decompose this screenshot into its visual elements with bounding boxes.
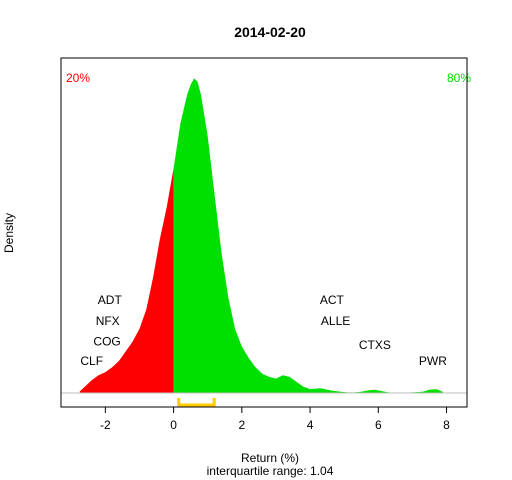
ticker-label: CLF xyxy=(80,354,103,368)
x-tick-label: 8 xyxy=(443,418,450,432)
density-area-below-split xyxy=(79,168,174,393)
ticker-label: ALLE xyxy=(321,314,350,328)
x-axis-label: Return (%) xyxy=(241,451,299,465)
x-tick-label: -2 xyxy=(100,418,111,432)
ticker-label: CTXS xyxy=(359,338,391,352)
x-axis: -2 0 2 4 6 8 xyxy=(100,407,450,432)
chart-title: 2014-02-20 xyxy=(234,24,306,40)
ticker-label: ADT xyxy=(98,293,123,307)
left-percent-label: 20% xyxy=(66,71,90,85)
density-area xyxy=(79,78,444,394)
ticker-label: ACT xyxy=(320,293,345,307)
x-tick-label: 0 xyxy=(170,418,177,432)
iqr-bracket xyxy=(177,398,216,407)
y-axis-label: Density xyxy=(2,213,16,253)
iqr-subtitle: interquartile range: 1.04 xyxy=(207,464,334,478)
ticker-label: NFX xyxy=(96,314,120,328)
density-area-above-split xyxy=(173,78,444,394)
ticker-label: COG xyxy=(93,335,120,349)
plot-frame xyxy=(60,57,468,408)
x-tick-label: 4 xyxy=(307,418,314,432)
ticker-label: PWR xyxy=(419,354,447,368)
ticker-labels: ADT NFX COG CLF ACT ALLE CTXS PWR xyxy=(80,293,447,368)
x-tick-label: 2 xyxy=(238,418,245,432)
x-tick-label: 6 xyxy=(375,418,382,432)
right-percent-label: 80% xyxy=(447,71,471,85)
